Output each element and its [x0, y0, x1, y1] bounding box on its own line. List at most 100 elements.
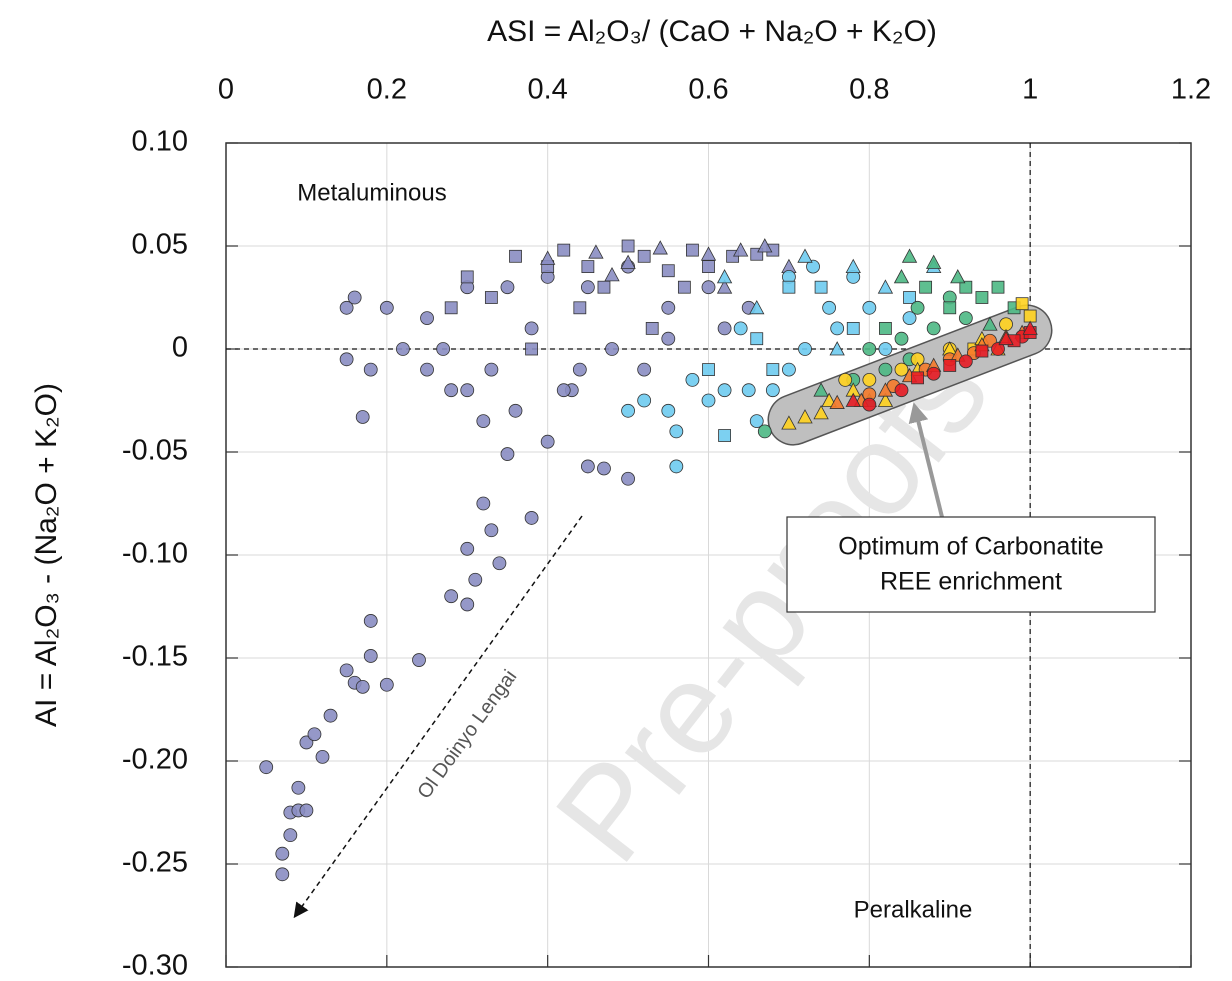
point	[484, 362, 499, 377]
point	[926, 321, 941, 336]
point	[700, 246, 717, 261]
point	[862, 342, 877, 356]
point	[829, 341, 845, 356]
y-tick-label: -0.30	[122, 950, 188, 981]
point	[620, 254, 636, 269]
callout-box	[786, 516, 1156, 613]
point	[412, 653, 426, 667]
point	[701, 280, 716, 295]
annotation: Ol Doinyo Lengai	[413, 666, 521, 803]
y-tick-label: -0.20	[122, 744, 188, 776]
point	[484, 523, 499, 538]
point	[661, 264, 675, 278]
point	[508, 403, 523, 418]
point	[661, 331, 676, 346]
point	[444, 301, 458, 315]
point	[879, 321, 892, 335]
point	[645, 321, 659, 335]
point	[959, 280, 973, 294]
point	[396, 342, 410, 356]
point	[813, 405, 829, 420]
point	[894, 331, 909, 346]
point	[877, 279, 894, 294]
point	[1022, 320, 1038, 335]
point	[926, 366, 941, 381]
point	[958, 311, 973, 326]
point	[732, 242, 749, 257]
point	[339, 352, 354, 367]
point	[605, 342, 619, 356]
point	[901, 248, 918, 263]
point	[355, 679, 370, 694]
point	[894, 362, 909, 377]
y-tick-label: 0.05	[132, 229, 188, 261]
point	[484, 291, 498, 304]
x-tick-label: 0.2	[367, 74, 407, 106]
point	[283, 828, 298, 843]
grid-layer	[225, 142, 1192, 968]
point	[524, 511, 539, 525]
point	[315, 749, 330, 764]
point	[460, 270, 474, 284]
point	[765, 383, 780, 398]
point	[540, 434, 555, 449]
point	[661, 300, 676, 315]
point	[910, 300, 925, 315]
point	[323, 708, 338, 723]
point	[661, 403, 676, 418]
point	[525, 342, 538, 356]
point	[509, 249, 522, 263]
point	[476, 414, 491, 429]
point	[716, 279, 733, 294]
point	[991, 342, 1005, 356]
point	[975, 291, 989, 304]
point	[862, 300, 877, 315]
point	[757, 238, 773, 253]
point	[299, 803, 314, 818]
point	[782, 280, 796, 294]
point	[669, 459, 684, 474]
y-tick-label: -0.25	[122, 847, 188, 879]
point	[557, 243, 571, 257]
point	[621, 471, 635, 486]
point	[814, 280, 828, 294]
point	[637, 393, 652, 408]
x-tick-label: 0.8	[849, 74, 889, 106]
x-tick-label: 0.6	[688, 74, 728, 106]
point	[363, 649, 378, 663]
plot-frame	[225, 142, 1192, 968]
point	[556, 383, 571, 398]
point	[621, 403, 635, 418]
point	[797, 409, 813, 424]
y-axis-title: AI = Al₂O₃ - (Na₂O + K₂O)	[30, 383, 63, 727]
point	[893, 269, 910, 284]
annotation: Metaluminous	[297, 179, 446, 206]
point	[766, 363, 780, 377]
point	[572, 362, 587, 377]
point	[749, 299, 765, 315]
points-layer	[259, 238, 1038, 882]
point	[1015, 297, 1029, 311]
point	[845, 392, 861, 407]
point	[1023, 309, 1037, 323]
point	[822, 300, 837, 315]
point	[862, 397, 877, 412]
point	[798, 342, 812, 356]
x-tick-label: 0.4	[528, 74, 568, 106]
point	[902, 311, 917, 326]
point	[686, 243, 699, 257]
y-tick-label: 0.10	[132, 126, 188, 158]
point	[862, 372, 877, 387]
point	[379, 677, 394, 692]
point	[307, 727, 322, 742]
y-tick-label: -0.10	[122, 538, 188, 570]
point	[750, 332, 764, 346]
point	[291, 780, 306, 795]
point	[444, 589, 459, 604]
point	[782, 362, 796, 377]
point	[580, 459, 595, 474]
point	[500, 280, 515, 295]
point	[621, 239, 635, 253]
point	[806, 259, 820, 274]
